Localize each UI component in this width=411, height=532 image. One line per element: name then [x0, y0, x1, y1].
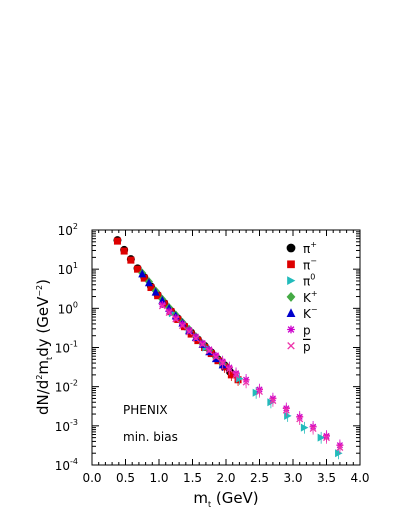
tick-group: 0.0 0.5 1.0 1.5 2.0 2.5 3.0 3.5 4.0 102 101 100 10-1…: [55, 222, 370, 485]
data-point-cross: [256, 388, 263, 396]
data-point-triangle-up: [138, 269, 147, 278]
data-point-cross: [269, 397, 277, 405]
data-point-asterisk: [178, 320, 186, 328]
x-tick-label: 3.0: [283, 471, 302, 485]
legend-label: π0: [303, 273, 315, 289]
data-point-triangle-right: [317, 433, 326, 442]
legend: π+π−π0K+K− pp: [286, 240, 318, 354]
data-point-asterisk: [199, 339, 207, 347]
y-axis-label: dN/d2mtdy (GeV−2): [34, 279, 54, 415]
data-point-cross: [225, 365, 233, 373]
data-point-cross: [309, 425, 317, 433]
x-axis-label: mt (GeV): [193, 489, 258, 509]
legend-marker-square: [287, 260, 295, 269]
data-point-asterisk: [172, 314, 180, 322]
data-point-cross: [232, 371, 240, 379]
legend-label: π−: [303, 256, 317, 272]
y-tick-label: 100: [58, 300, 78, 316]
x-tick-label: 3.5: [317, 471, 336, 485]
legend-label: p: [303, 324, 311, 338]
data-point-asterisk: [212, 351, 220, 359]
data-point-square: [113, 237, 121, 245]
x-tick-label: 1.0: [149, 471, 168, 485]
data-point-cross: [336, 444, 344, 451]
x-tick-label: 0.5: [116, 471, 135, 485]
data-point-square: [134, 265, 142, 273]
y-tick-label: 102: [58, 222, 78, 238]
legend-marker-triangle-up: [286, 308, 296, 318]
data-point-square: [140, 274, 148, 282]
x-tick-label: 1.5: [183, 471, 202, 485]
data-point-cross: [199, 340, 207, 348]
data-point-triangle-right: [335, 449, 343, 458]
data-point-cross: [158, 302, 166, 310]
legend-label: π+: [303, 240, 317, 256]
legend-marker-diamond: [286, 291, 296, 302]
data-point-square: [227, 371, 235, 379]
y-tick-label: 101: [58, 261, 78, 277]
x-tick-label: 4.0: [350, 471, 369, 485]
legend-label: K+: [303, 289, 318, 305]
data-point-cross: [282, 406, 290, 414]
data-point-triangle-right: [252, 388, 261, 397]
data-point-cross: [178, 322, 186, 330]
data-point-triangle-right: [300, 423, 309, 432]
data-point-triangle-up: [151, 287, 160, 296]
legend-label: K−: [303, 305, 318, 321]
legend-marker-asterisk: [287, 325, 295, 334]
data-point-asterisk: [205, 345, 213, 353]
data-point-square: [127, 256, 135, 264]
data-point-asterisk: [185, 326, 193, 334]
y-tick-label: 10-4: [55, 457, 78, 473]
legend-label: p: [303, 340, 311, 354]
data-point-asterisk: [192, 333, 200, 341]
y-tick-label: 10-3: [55, 418, 78, 434]
x-tick-label: 0.0: [82, 471, 101, 485]
x-tick-label: 2.0: [216, 471, 235, 485]
annotation-min-bias: min. bias: [123, 430, 178, 444]
data-point-triangle-up: [144, 278, 153, 287]
y-tick-label: 10-2: [55, 379, 78, 395]
data-point-cross: [242, 378, 250, 386]
data-point-cross: [172, 315, 180, 323]
data-point-cross: [192, 335, 200, 342]
data-point-asterisk: [165, 307, 173, 315]
data-points: [113, 236, 344, 460]
data-point-asterisk: [158, 301, 166, 309]
annotation-phenix: PHENIX: [123, 403, 168, 417]
data-point-cross: [165, 309, 173, 317]
data-point-cross: [296, 415, 304, 423]
data-point-cross: [205, 347, 213, 355]
data-point-cross: [323, 434, 330, 442]
legend-marker-circle: [286, 243, 296, 253]
data-point-cross: [219, 359, 227, 367]
data-point-square: [120, 247, 128, 255]
legend-marker-triangle-right: [287, 276, 296, 285]
y-tick-label: 10-1: [55, 340, 78, 356]
data-point-square: [154, 292, 162, 300]
data-point-cross: [185, 328, 193, 336]
x-tick-label: 2.5: [250, 471, 269, 485]
data-point-square: [147, 284, 155, 292]
legend-marker-cross: [287, 342, 295, 350]
data-point-cross: [212, 353, 220, 361]
